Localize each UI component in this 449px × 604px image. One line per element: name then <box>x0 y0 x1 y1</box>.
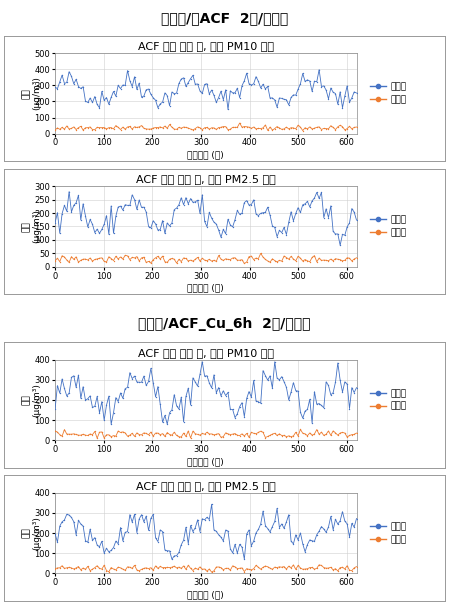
Text: 지지체/ACF_Cu_6h  2장/지지체: 지지체/ACF_Cu_6h 2장/지지체 <box>138 317 311 332</box>
X-axis label: 여과시간 (초): 여과시간 (초) <box>187 150 224 159</box>
Legend: 여과전, 여과후: 여과전, 여과후 <box>370 83 407 104</box>
Y-axis label: 농도
(μg/m³): 농도 (μg/m³) <box>22 77 41 111</box>
X-axis label: 여과시간 (초): 여과시간 (초) <box>187 590 224 599</box>
Y-axis label: 농도
(μg/m³): 농도 (μg/m³) <box>22 516 41 550</box>
Legend: 여과전, 여과후: 여과전, 여과후 <box>370 522 407 544</box>
Text: 지지체/원ACF  2장/지지체: 지지체/원ACF 2장/지지체 <box>161 11 288 25</box>
Legend: 여과전, 여과후: 여과전, 여과후 <box>370 216 407 237</box>
Legend: 여과전, 여과후: 여과전, 여과후 <box>370 389 407 411</box>
X-axis label: 여과시간 (초): 여과시간 (초) <box>187 457 224 466</box>
Title: ACF 필터 여과 전, 후의 PM10 농도: ACF 필터 여과 전, 후의 PM10 농도 <box>138 41 274 51</box>
Y-axis label: 농도
(μg/m³): 농도 (μg/m³) <box>22 210 41 243</box>
Title: ACF 필터 여과 전, 후의 PM10 농도: ACF 필터 여과 전, 후의 PM10 농도 <box>138 347 274 358</box>
Title: ACF 필터 여과 전, 후의 PM2.5 농도: ACF 필터 여과 전, 후의 PM2.5 농도 <box>136 174 276 184</box>
Title: ACF 필터 여과 전, 후의 PM2.5 농도: ACF 필터 여과 전, 후의 PM2.5 농도 <box>136 481 276 490</box>
Y-axis label: 농도
(μg/m³): 농도 (μg/m³) <box>22 383 41 417</box>
X-axis label: 여과시간 (초): 여과시간 (초) <box>187 283 224 292</box>
